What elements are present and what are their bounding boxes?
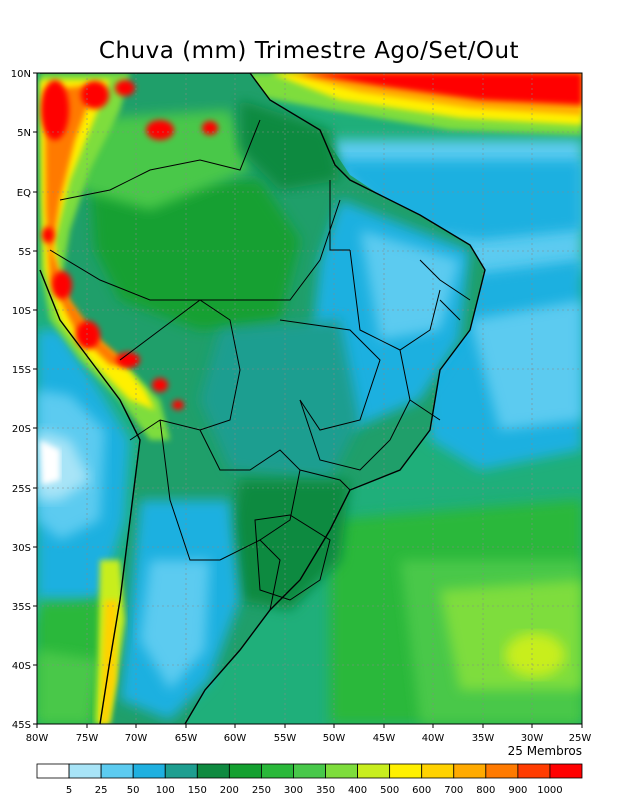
coastline <box>40 73 486 724</box>
legend-label: 25 <box>95 785 108 796</box>
legend-label: 150 <box>188 785 207 796</box>
legend-swatch <box>421 763 455 779</box>
lat-label: 15S <box>12 365 31 376</box>
lon-label: 80W <box>26 733 49 744</box>
country-borders <box>49 119 471 611</box>
lat-label: 25S <box>12 484 31 495</box>
lat-label: 35S <box>12 602 31 613</box>
lon-label: 30W <box>521 733 544 744</box>
legend-label: 800 <box>476 785 495 796</box>
legend-label: 50 <box>127 785 140 796</box>
legend-swatch <box>132 763 166 779</box>
lat-label: EQ <box>17 188 31 199</box>
lat-label: 5S <box>18 247 31 258</box>
legend-swatch <box>228 763 262 779</box>
legend-label: 400 <box>348 785 367 796</box>
legend-swatch <box>389 763 423 779</box>
legend-swatch <box>485 763 519 779</box>
legend-swatch <box>357 763 391 779</box>
legend-swatch <box>100 763 134 779</box>
map-title: Chuva (mm) Trimestre Ago/Set/Out <box>98 38 520 64</box>
legend-label: 250 <box>252 785 271 796</box>
legend-swatch <box>293 763 326 779</box>
legend-swatch <box>549 763 583 779</box>
legend-label: 900 <box>508 785 527 796</box>
lat-label: 10S <box>12 306 31 317</box>
map-frame <box>36 72 583 725</box>
lat-label: 20S <box>12 424 31 435</box>
legend-label: 200 <box>220 785 239 796</box>
latitude-labels: 10N 5N EQ 5S 10S 15S 20S 25S 30S 35S 40S… <box>11 69 31 731</box>
lon-label: 25W <box>569 733 592 744</box>
legend-labels: 5 25 50 100 150 200 250 300 350 400 500 600 700 800 90… <box>66 785 563 796</box>
rain-maxima <box>41 80 218 410</box>
legend-swatch <box>68 763 102 779</box>
legend-swatch <box>261 763 294 779</box>
lon-label: 60W <box>224 733 247 744</box>
legend-label: 100 <box>156 785 175 796</box>
lat-label: 45S <box>12 720 31 731</box>
lon-label: 65W <box>175 733 198 744</box>
members-count: 25 Membros <box>507 744 582 758</box>
lon-label: 75W <box>76 733 99 744</box>
lon-label: 35W <box>472 733 495 744</box>
lon-label: 45W <box>373 733 396 744</box>
legend-label: 300 <box>284 785 303 796</box>
legend-swatch <box>164 763 198 779</box>
lon-label: 70W <box>125 733 148 744</box>
legend-swatch <box>517 763 551 779</box>
color-legend <box>36 763 583 779</box>
legend-label: 5 <box>66 785 72 796</box>
lon-label: 50W <box>323 733 346 744</box>
legend-swatch <box>196 763 230 779</box>
lat-label: 5N <box>17 128 31 139</box>
legend-swatch <box>36 763 70 779</box>
legend-label: 350 <box>316 785 335 796</box>
lon-label: 40W <box>422 733 445 744</box>
longitude-labels: 80W 75W 70W 65W 60W 55W 50W 45W 40W 35W … <box>26 733 592 744</box>
legend-label: 1000 <box>537 785 562 796</box>
legend-swatch <box>325 763 358 779</box>
lat-label: 10N <box>11 69 31 80</box>
legend-label: 600 <box>412 785 431 796</box>
lon-label: 55W <box>274 733 297 744</box>
graticule <box>37 73 582 724</box>
legend-label: 700 <box>444 785 463 796</box>
lat-label: 30S <box>12 543 31 554</box>
lat-label: 40S <box>12 661 31 672</box>
legend-label: 500 <box>380 785 399 796</box>
legend-swatch <box>453 763 487 779</box>
